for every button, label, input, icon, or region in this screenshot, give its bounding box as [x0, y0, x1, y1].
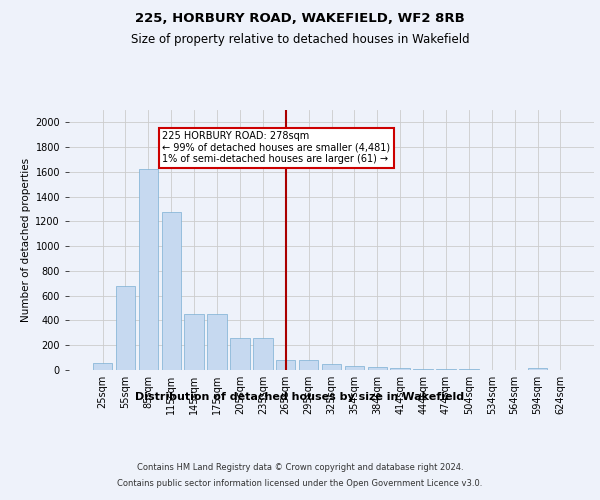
Bar — [93, 363, 112, 370]
Bar — [184, 314, 204, 370]
Text: 225 HORBURY ROAD: 278sqm
← 99% of detached houses are smaller (4,481)
1% of semi: 225 HORBURY ROAD: 278sqm ← 99% of detach… — [162, 131, 390, 164]
Text: 225, HORBURY ROAD, WAKEFIELD, WF2 8RB: 225, HORBURY ROAD, WAKEFIELD, WF2 8RB — [135, 12, 465, 26]
Bar — [208, 314, 227, 370]
Bar — [368, 367, 387, 370]
Bar — [139, 170, 158, 370]
Bar — [253, 338, 272, 370]
Bar — [161, 212, 181, 370]
Text: Size of property relative to detached houses in Wakefield: Size of property relative to detached ho… — [131, 32, 469, 46]
Bar — [344, 366, 364, 370]
Bar — [299, 360, 319, 370]
Text: Contains HM Land Registry data © Crown copyright and database right 2024.: Contains HM Land Registry data © Crown c… — [137, 462, 463, 471]
Bar — [116, 286, 135, 370]
Text: Contains public sector information licensed under the Open Government Licence v3: Contains public sector information licen… — [118, 479, 482, 488]
Y-axis label: Number of detached properties: Number of detached properties — [21, 158, 31, 322]
Text: Distribution of detached houses by size in Wakefield: Distribution of detached houses by size … — [136, 392, 464, 402]
Bar — [528, 368, 547, 370]
Bar — [391, 368, 410, 370]
Bar — [276, 360, 295, 370]
Bar — [322, 364, 341, 370]
Bar — [230, 338, 250, 370]
